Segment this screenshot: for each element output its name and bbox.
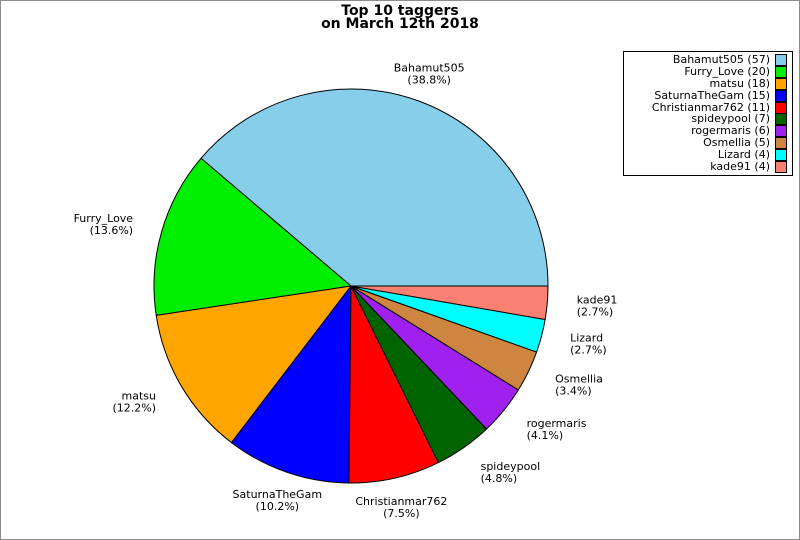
legend-item-label: Osmellia (5) bbox=[703, 136, 770, 150]
slice-label: spideypool bbox=[481, 460, 541, 473]
pie-slice-SaturnaTheGam bbox=[230, 285, 352, 484]
legend-item: kade91 (4) bbox=[627, 159, 787, 173]
slice-label: Christianmar762 bbox=[355, 495, 447, 508]
legend-item-label: matsu (18) bbox=[709, 76, 770, 90]
slice-percent: (2.7%) bbox=[570, 344, 607, 357]
slice-percent: (2.7%) bbox=[577, 305, 614, 318]
legend: Bahamut505 (57) Furry_Love (20) matsu (18)… bbox=[623, 51, 793, 176]
legend-swatch bbox=[775, 101, 787, 114]
legend-item-label: rogermaris (6) bbox=[691, 124, 770, 138]
legend-swatch bbox=[775, 77, 787, 90]
legend-item-label: SaturnaTheGam (15) bbox=[654, 88, 770, 102]
legend-item: rogermaris (6) bbox=[627, 124, 787, 138]
legend-swatch bbox=[775, 113, 787, 126]
slice-percent: (4.1%) bbox=[527, 429, 564, 442]
slice-label: Furry_Love bbox=[74, 212, 134, 225]
legend-item: Osmellia (5) bbox=[627, 136, 787, 150]
legend-swatch bbox=[775, 53, 787, 66]
legend-item-label: Furry_Love (20) bbox=[684, 64, 770, 78]
legend-swatch bbox=[775, 89, 787, 102]
slice-percent: (3.4%) bbox=[555, 384, 592, 397]
chart-title: Top 10 taggers on March 12th 2018 bbox=[1, 3, 799, 32]
slice-percent: (13.6%) bbox=[90, 224, 134, 237]
legend-item: Lizard (4) bbox=[627, 148, 787, 162]
legend-item: Christianmar762 (11) bbox=[627, 100, 787, 114]
legend-swatch bbox=[775, 160, 787, 173]
slice-label: rogermaris bbox=[527, 417, 587, 430]
slice-label: matsu bbox=[122, 389, 156, 402]
legend-item: Furry_Love (20) bbox=[627, 64, 787, 78]
legend-item-label: Christianmar762 (11) bbox=[651, 100, 770, 114]
slice-percent: (38.8%) bbox=[407, 73, 451, 86]
slice-label: Osmellia bbox=[555, 372, 603, 385]
legend-item-label: spideypool (7) bbox=[691, 112, 770, 126]
legend-swatch bbox=[775, 65, 787, 78]
legend-swatch bbox=[775, 149, 787, 162]
legend-item: Bahamut505 (57) bbox=[627, 52, 787, 66]
slice-percent: (12.2%) bbox=[112, 401, 156, 414]
chart-title-line2: on March 12th 2018 bbox=[321, 16, 479, 32]
slice-percent: (10.2%) bbox=[256, 500, 300, 513]
pie-slice-Bahamut505 bbox=[200, 88, 549, 287]
slice-label: kade91 bbox=[577, 293, 618, 306]
slice-percent: (7.5%) bbox=[383, 507, 420, 520]
pie-slice-Furry_Love bbox=[153, 157, 352, 316]
legend-item: SaturnaTheGam (15) bbox=[627, 88, 787, 102]
legend-swatch bbox=[775, 125, 787, 138]
pie-slice-kade91 bbox=[350, 285, 549, 321]
legend-item-label: Lizard (4) bbox=[717, 148, 770, 162]
legend-item: matsu (18) bbox=[627, 76, 787, 90]
legend-item: spideypool (7) bbox=[627, 112, 787, 126]
slice-label: Bahamut505 bbox=[394, 61, 465, 74]
slice-label: SaturnaTheGam bbox=[233, 488, 323, 501]
legend-swatch bbox=[775, 137, 787, 150]
slice-label: Lizard bbox=[570, 332, 603, 345]
chart-title-line1: Top 10 taggers bbox=[341, 3, 459, 19]
pie-slice-matsu bbox=[155, 285, 352, 444]
legend-item-label: Bahamut505 (57) bbox=[672, 52, 770, 66]
legend-item-label: kade91 (4) bbox=[710, 159, 770, 173]
slice-percent: (4.8%) bbox=[481, 472, 518, 485]
